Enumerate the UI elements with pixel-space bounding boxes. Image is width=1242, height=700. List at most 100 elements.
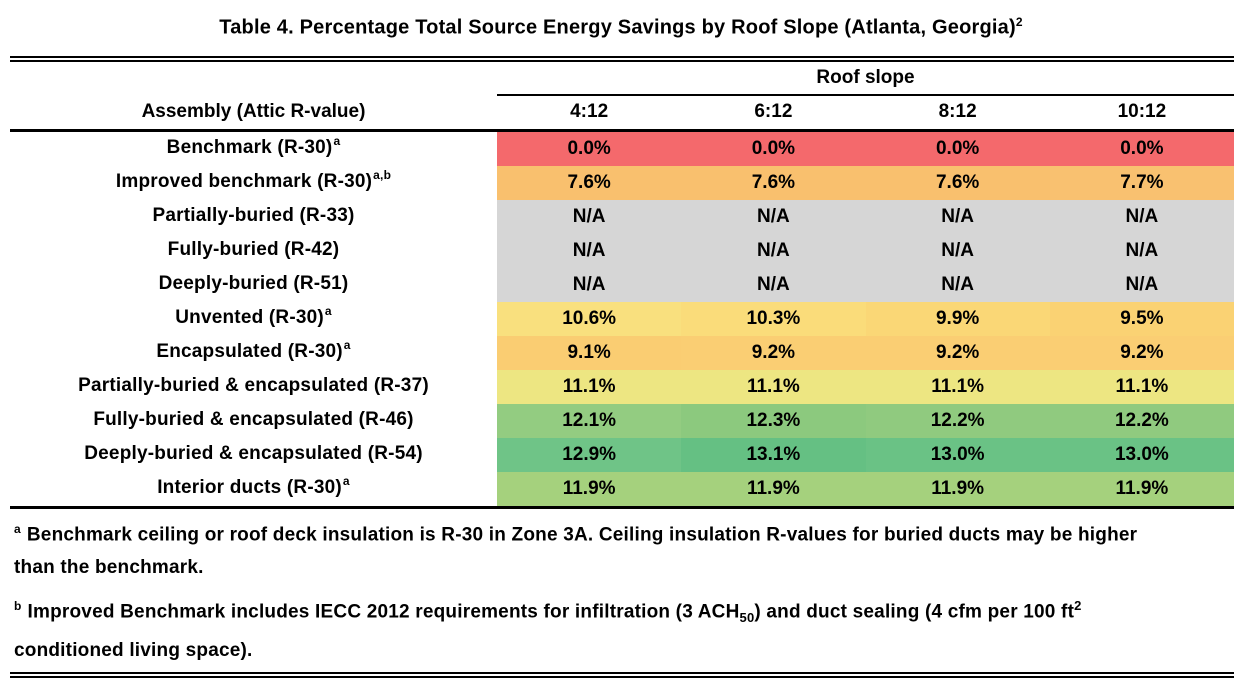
value-cell: N/A bbox=[865, 233, 1050, 268]
value-cell: 11.9% bbox=[681, 471, 866, 506]
value-cell: 10.6% bbox=[497, 301, 682, 336]
table-row: Benchmark (R-30) a 0.0% 0.0% 0.0% 0.0% bbox=[10, 131, 1234, 166]
row-label: Encapsulated (R-30) a bbox=[10, 335, 497, 370]
slope-header-6-12: 6:12 bbox=[754, 101, 793, 123]
value-cell: 11.1% bbox=[1049, 369, 1234, 404]
value-cell: 12.3% bbox=[681, 403, 866, 438]
value-cell: N/A bbox=[865, 267, 1050, 302]
value-cell: N/A bbox=[681, 199, 866, 234]
value-cell: 9.2% bbox=[1049, 335, 1234, 370]
footnote-text: Improved Benchmark includes IECC 2012 re… bbox=[27, 601, 740, 623]
table-title: Table 4. Percentage Total Source Energy … bbox=[0, 0, 1242, 40]
value-cell: 9.2% bbox=[865, 335, 1050, 370]
table-row: Fully-buried (R-42) N/A N/A N/A N/A bbox=[10, 233, 1234, 268]
row-label: Improved benchmark (R-30) a,b bbox=[10, 165, 497, 200]
footnote-marker: a bbox=[343, 337, 351, 352]
value-cell: 13.0% bbox=[1049, 437, 1234, 472]
row-label: Fully-buried (R-42) bbox=[10, 233, 497, 268]
value-cell: N/A bbox=[497, 267, 682, 302]
value-cell: 11.9% bbox=[865, 471, 1050, 506]
row-label: Partially-buried & encapsulated (R-37) bbox=[10, 369, 497, 404]
row-label: Partially-buried (R-33) bbox=[10, 199, 497, 234]
footnote-marker: a bbox=[14, 521, 21, 536]
row-label: Interior ducts (R-30) a bbox=[10, 471, 497, 506]
footnote-text: 50 bbox=[739, 610, 755, 626]
table-row: Encapsulated (R-30) a 9.1% 9.2% 9.2% 9.2% bbox=[10, 335, 1234, 370]
value-cell: N/A bbox=[497, 199, 682, 234]
slope-header-10-12: 10:12 bbox=[1117, 101, 1167, 123]
table-row: Partially-buried (R-33) N/A N/A N/A N/A bbox=[10, 199, 1234, 234]
assembly-column-header: Assembly (Attic R-value) bbox=[141, 101, 366, 123]
table-row: Partially-buried & encapsulated (R-37) 11… bbox=[10, 369, 1234, 404]
value-cell: 11.9% bbox=[497, 471, 682, 506]
value-cell: 0.0% bbox=[865, 131, 1050, 166]
footnote-marker: a,b bbox=[373, 167, 392, 182]
value-cell: 13.1% bbox=[681, 437, 866, 472]
value-cell: 7.7% bbox=[1049, 165, 1234, 200]
value-cell: 11.9% bbox=[1049, 471, 1234, 506]
value-cell: 12.2% bbox=[1049, 403, 1234, 438]
title-superscript: 2 bbox=[1015, 15, 1023, 29]
footnotes: a Benchmark ceiling or roof deck insulati… bbox=[10, 513, 1234, 667]
value-cell: N/A bbox=[681, 233, 866, 268]
value-cell: 13.0% bbox=[865, 437, 1050, 472]
row-label: Fully-buried & encapsulated (R-46) bbox=[10, 403, 497, 438]
table-header: Roof slope Assembly (Attic R-value) 4:12… bbox=[10, 55, 1234, 132]
value-cell: 11.1% bbox=[865, 369, 1050, 404]
row-label: Unvented (R-30) a bbox=[10, 301, 497, 336]
value-cell: 12.9% bbox=[497, 437, 682, 472]
table-row: Fully-buried & encapsulated (R-46) 12.1% 1… bbox=[10, 403, 1234, 438]
value-cell: 11.1% bbox=[681, 369, 866, 404]
energy-savings-table: Roof slope Assembly (Attic R-value) 4:12… bbox=[10, 55, 1234, 679]
value-cell: 0.0% bbox=[681, 131, 866, 166]
value-cell: 7.6% bbox=[865, 165, 1050, 200]
value-cell: 7.6% bbox=[497, 165, 682, 200]
footnote-b: b Improved Benchmark includes IECC 2012 r… bbox=[10, 589, 1139, 667]
footnote-text: 2 bbox=[1074, 597, 1082, 613]
value-cell: N/A bbox=[865, 199, 1050, 234]
table-row: Improved benchmark (R-30) a,b 7.6% 7.6% 7.6%… bbox=[10, 165, 1234, 200]
value-cell: 12.2% bbox=[865, 403, 1050, 438]
row-label: Benchmark (R-30) a bbox=[10, 131, 497, 166]
roof-slope-group-header: Roof slope bbox=[497, 62, 1234, 96]
value-cell: 9.5% bbox=[1049, 301, 1234, 336]
footnote-text: conditioned living space). bbox=[14, 640, 253, 662]
footnote-a: a Benchmark ceiling or roof deck insulati… bbox=[10, 513, 1139, 584]
value-cell: N/A bbox=[1049, 233, 1234, 268]
value-cell: 9.9% bbox=[865, 301, 1050, 336]
slope-header-8-12: 8:12 bbox=[938, 101, 977, 123]
row-label: Deeply-buried & encapsulated (R-54) bbox=[10, 437, 497, 472]
value-cell: 0.0% bbox=[497, 131, 682, 166]
value-cell: 9.1% bbox=[497, 335, 682, 370]
table-body: Benchmark (R-30) a 0.0% 0.0% 0.0% 0.0% Improve… bbox=[10, 131, 1234, 509]
footnote-marker: b bbox=[14, 598, 22, 613]
bottom-rule bbox=[10, 672, 1234, 679]
value-cell: N/A bbox=[497, 233, 682, 268]
value-cell: 12.1% bbox=[497, 403, 682, 438]
footnote-text: Benchmark ceiling or roof deck insulatio… bbox=[14, 523, 1138, 578]
value-cell: N/A bbox=[1049, 267, 1234, 302]
value-cell: 7.6% bbox=[681, 165, 866, 200]
value-cell: 0.0% bbox=[1049, 131, 1234, 166]
corner-spacer bbox=[10, 61, 497, 96]
footnote-marker: a bbox=[324, 303, 332, 318]
value-cell: 9.2% bbox=[681, 335, 866, 370]
value-cell: 10.3% bbox=[681, 301, 866, 336]
group-header-row: Roof slope bbox=[10, 61, 1234, 96]
value-cell: N/A bbox=[1049, 199, 1234, 234]
table-title-text: Table 4. Percentage Total Source Energy … bbox=[219, 16, 1016, 39]
value-cell: N/A bbox=[681, 267, 866, 302]
row-label: Deeply-buried (R-51) bbox=[10, 267, 497, 302]
column-header-row: Assembly (Attic R-value) 4:12 6:12 8:12 … bbox=[10, 96, 1234, 129]
roof-slope-label: Roof slope bbox=[816, 66, 915, 88]
slope-header-4-12: 4:12 bbox=[570, 101, 609, 123]
table-row: Unvented (R-30) a 10.6% 10.3% 9.9% 9.5% bbox=[10, 301, 1234, 336]
table-row: Deeply-buried & encapsulated (R-54) 12.9%… bbox=[10, 437, 1234, 472]
table-row: Deeply-buried (R-51) N/A N/A N/A N/A bbox=[10, 267, 1234, 302]
footnote-text: ) and duct sealing (4 cfm per 100 ft bbox=[754, 601, 1075, 623]
value-cell: 11.1% bbox=[497, 369, 682, 404]
footnote-marker: a bbox=[342, 473, 350, 488]
footnote-marker: a bbox=[333, 133, 341, 148]
table-row: Interior ducts (R-30) a 11.9% 11.9% 11.9% 11.… bbox=[10, 471, 1234, 506]
